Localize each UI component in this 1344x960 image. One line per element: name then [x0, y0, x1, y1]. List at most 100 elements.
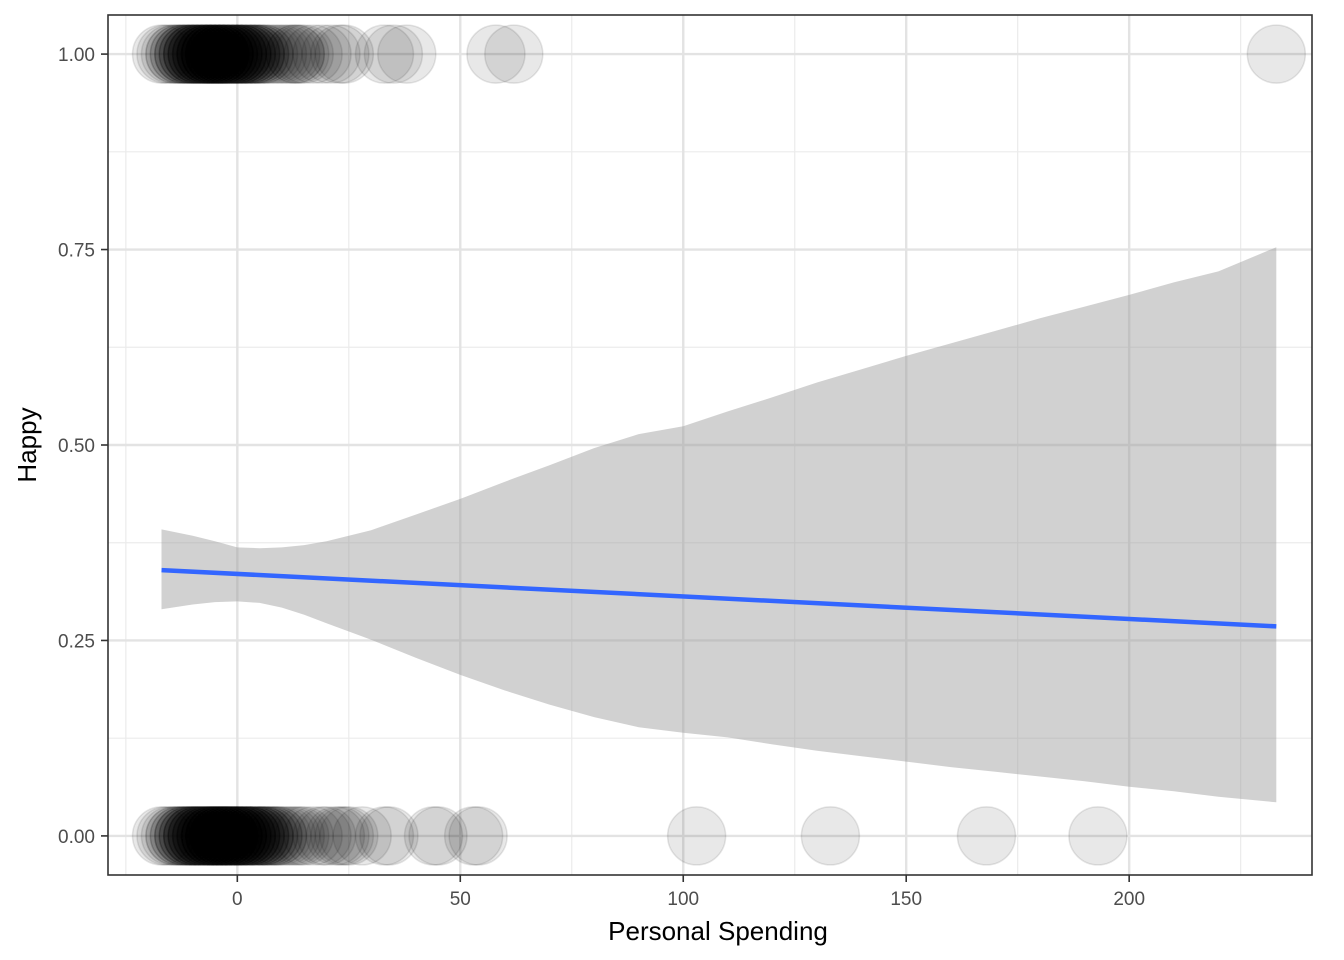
data-point-happy-0	[207, 806, 268, 866]
data-point-happy-0	[131, 806, 192, 866]
data-point-happy-1	[212, 24, 272, 84]
data-point-happy-0	[176, 806, 236, 866]
data-point-happy-0	[198, 806, 259, 866]
data-point-happy-0	[162, 806, 223, 866]
data-point-happy-1	[216, 24, 276, 84]
data-point-happy-0	[171, 806, 232, 866]
data-point-happy-1	[225, 24, 285, 84]
data-point-happy-0	[140, 806, 201, 866]
data-point-happy-0	[167, 806, 227, 866]
data-point-happy-0	[216, 806, 276, 866]
data-point-happy-1	[1246, 24, 1307, 84]
data-point-happy-0	[162, 806, 223, 866]
data-point-happy-0	[145, 806, 205, 866]
data-point-happy-0	[956, 806, 1017, 866]
data-point-happy-1	[212, 24, 272, 84]
axis-ticks: 0 50 100 150 200 0.00 0.25 0.50 0.75 1.00	[58, 45, 1145, 910]
data-point-happy-1	[158, 24, 219, 84]
data-point-happy-1	[198, 24, 259, 84]
data-point-happy-0	[220, 806, 281, 866]
data-point-happy-1	[162, 24, 223, 84]
data-point-happy-1	[484, 24, 544, 84]
data-point-happy-0	[154, 806, 214, 866]
data-point-happy-0	[319, 806, 379, 866]
data-point-happy-0	[238, 806, 299, 866]
data-point-happy-0	[443, 806, 504, 866]
data-point-happy-1	[185, 24, 245, 84]
fit-line	[161, 567, 1277, 629]
x-tick-label: 50	[450, 889, 471, 910]
data-point-happy-0	[448, 806, 508, 866]
data-point-happy-0	[359, 806, 419, 866]
data-point-happy-1	[171, 24, 232, 84]
data-point-happy-1	[203, 24, 263, 84]
data-point-happy-0	[162, 806, 223, 866]
x-tick-label: 200	[1113, 889, 1145, 910]
y-tick-label: 1.00	[58, 45, 95, 66]
data-point-happy-0	[203, 806, 263, 866]
x-axis-title: Personal Spending	[608, 916, 828, 946]
data-point-happy-1	[171, 24, 232, 84]
data-point-happy-0	[314, 806, 375, 866]
data-point-happy-0	[234, 806, 294, 866]
data-point-happy-0	[171, 806, 232, 866]
data-point-happy-1	[283, 24, 343, 84]
data-point-happy-0	[198, 806, 259, 866]
data-point-happy-1	[207, 24, 268, 84]
confidence-band-layer	[161, 247, 1277, 803]
data-point-happy-0	[167, 806, 227, 866]
data-point-happy-1	[180, 24, 241, 84]
data-point-happy-1	[198, 24, 259, 84]
data-point-happy-1	[225, 24, 285, 84]
data-point-happy-0	[1068, 806, 1128, 866]
data-point-happy-0	[176, 806, 236, 866]
data-point-happy-0	[185, 806, 245, 866]
data-point-happy-1	[140, 24, 201, 84]
data-point-happy-1	[162, 24, 223, 84]
data-point-happy-0	[332, 806, 392, 866]
data-point-happy-1	[301, 24, 361, 84]
data-point-happy-1	[136, 24, 196, 84]
data-point-happy-1	[171, 24, 232, 84]
data-point-happy-0	[229, 806, 290, 866]
data-point-happy-0	[162, 806, 223, 866]
y-axis-title: Happy	[12, 407, 42, 482]
data-point-happy-1	[216, 24, 276, 84]
data-point-happy-1	[247, 24, 308, 84]
data-point-happy-0	[185, 806, 245, 866]
data-point-happy-0	[292, 806, 352, 866]
data-point-happy-0	[207, 806, 268, 866]
data-point-happy-1	[189, 24, 250, 84]
data-point-happy-1	[220, 24, 281, 84]
data-point-happy-0	[234, 806, 294, 866]
data-points	[131, 24, 1307, 866]
data-point-happy-1	[189, 24, 250, 84]
data-point-happy-0	[189, 806, 250, 866]
data-point-happy-0	[189, 806, 250, 866]
data-point-happy-0	[225, 806, 285, 866]
data-point-happy-1	[154, 24, 214, 84]
data-point-happy-0	[194, 806, 254, 866]
data-point-happy-1	[131, 24, 192, 84]
data-point-happy-0	[180, 806, 241, 866]
data-point-happy-0	[283, 806, 343, 866]
data-point-happy-1	[167, 24, 227, 84]
data-point-happy-0	[180, 806, 241, 866]
data-point-happy-0	[207, 806, 268, 866]
data-point-happy-0	[243, 806, 303, 866]
data-point-happy-0	[189, 806, 250, 866]
data-point-happy-0	[180, 806, 241, 866]
data-point-happy-1	[377, 24, 437, 84]
data-point-happy-0	[171, 806, 232, 866]
y-tick-label: 0.75	[58, 241, 95, 262]
data-point-happy-1	[212, 24, 272, 84]
data-point-happy-1	[265, 24, 326, 84]
data-point-happy-0	[296, 806, 357, 866]
data-point-happy-0	[198, 806, 259, 866]
data-point-happy-1	[180, 24, 241, 84]
data-point-happy-1	[171, 24, 232, 84]
data-point-happy-0	[216, 806, 276, 866]
data-point-happy-1	[238, 24, 299, 84]
data-point-happy-0	[310, 806, 370, 866]
